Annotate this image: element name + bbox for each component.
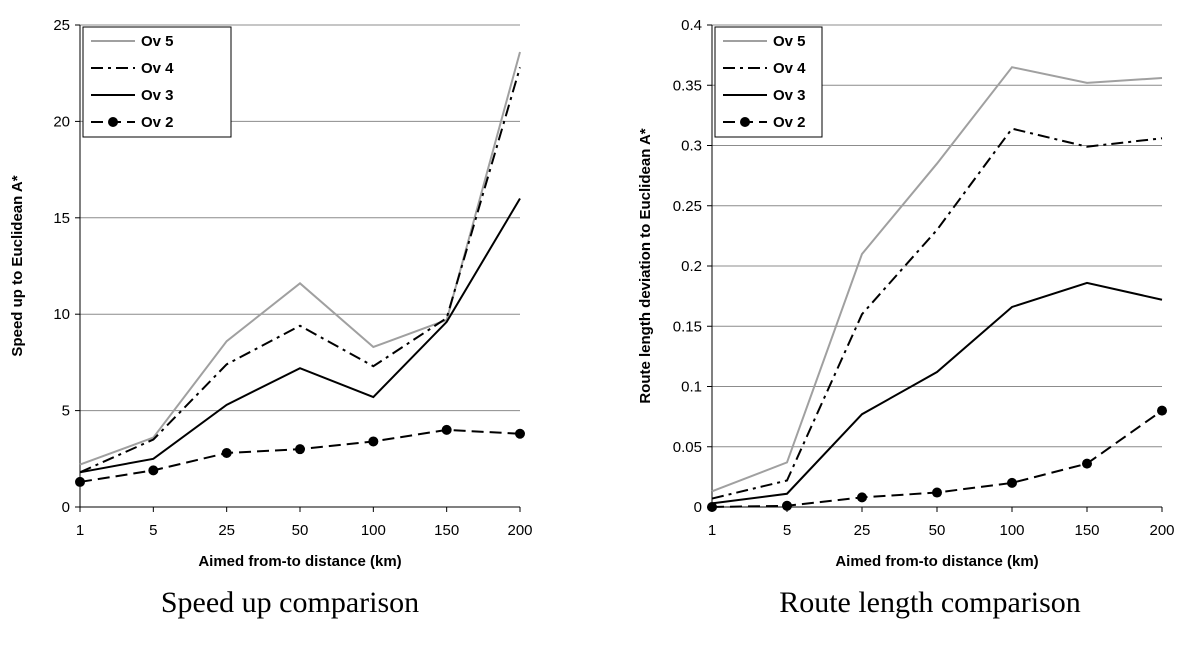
y-tick-label: 10 xyxy=(53,306,70,323)
y-axis-label: Speed up to Euclidean A* xyxy=(9,175,26,356)
x-tick-label: 200 xyxy=(1149,522,1174,539)
x-tick-label: 25 xyxy=(854,522,871,539)
series-line-ov-4 xyxy=(79,67,521,474)
series-line-ov-4 xyxy=(711,127,1163,500)
legend-label: Ov 5 xyxy=(773,33,806,50)
x-tick-label: 50 xyxy=(292,522,309,539)
legend-label: Ov 3 xyxy=(773,87,806,104)
data-point xyxy=(782,500,792,511)
data-point xyxy=(368,436,379,447)
data-point xyxy=(515,428,525,439)
legend-label: Ov 4 xyxy=(141,60,174,77)
data-point xyxy=(148,465,159,476)
y-tick-label: 25 xyxy=(53,17,70,34)
x-tick-label: 150 xyxy=(1074,522,1099,539)
legend: Ov 5 Ov 4 Ov 3 Ov 2 xyxy=(82,26,232,138)
legend-label: Ov 3 xyxy=(141,87,174,104)
data-point xyxy=(707,502,717,512)
x-tick-label: 150 xyxy=(434,522,459,539)
y-tick-label: 20 xyxy=(53,113,70,130)
x-tick-label: 1 xyxy=(76,522,84,539)
x-axis-label: Aimed from-to distance (km) xyxy=(198,553,401,570)
x-axis-label: Aimed from-to distance (km) xyxy=(835,553,1038,570)
series-line-ov-3 xyxy=(79,198,521,474)
series-line-ov-5 xyxy=(711,66,1163,493)
series-line-ov-2 xyxy=(79,428,521,483)
legend-marker xyxy=(740,117,750,127)
y-tick-label: 0.1 xyxy=(681,379,702,396)
x-tick-label: 5 xyxy=(783,522,791,539)
x-tick-label: 200 xyxy=(507,522,532,539)
legend-label: Ov 4 xyxy=(773,60,806,77)
y-axis-label: Route length deviation to Euclidean A* xyxy=(637,128,654,403)
y-tick-label: 15 xyxy=(53,210,70,227)
data-point xyxy=(1082,458,1092,469)
x-tick-label: 5 xyxy=(149,522,157,539)
data-point xyxy=(932,487,942,498)
y-tick-label: 0.25 xyxy=(673,198,702,215)
data-point xyxy=(221,448,232,459)
legend-box xyxy=(82,26,232,138)
x-tick-label: 100 xyxy=(361,522,386,539)
legend-label: Ov 5 xyxy=(141,33,174,50)
y-tick-label: 0.3 xyxy=(681,138,702,155)
series-line-ov-3 xyxy=(711,281,1163,505)
x-tick-label: 50 xyxy=(929,522,946,539)
x-tick-label: 100 xyxy=(999,522,1024,539)
x-tick-label: 25 xyxy=(218,522,235,539)
y-tick-label: 0.05 xyxy=(673,439,702,456)
legend-box xyxy=(714,26,823,138)
data-point xyxy=(857,492,867,503)
y-tick-label: 0.4 xyxy=(681,17,702,34)
chart-caption: Speed up comparison xyxy=(161,586,419,619)
data-point xyxy=(441,424,452,435)
y-tick-label: 5 xyxy=(62,403,70,420)
data-point xyxy=(1007,477,1017,488)
x-tick-label: 1 xyxy=(708,522,716,539)
data-point xyxy=(295,444,305,455)
legend: Ov 5 Ov 4 Ov 3 Ov 2 xyxy=(714,26,823,138)
y-tick-label: 0.35 xyxy=(673,77,702,94)
y-tick-label: 0 xyxy=(694,499,702,516)
legend-label: Ov 2 xyxy=(773,114,806,131)
y-tick-label: 0 xyxy=(62,499,70,516)
chart-2: 0 0.05 0.1 0.15 0.2 0.25 0.3 0.35 0.4 1 5 25 50 100 15… xyxy=(637,17,1175,619)
y-tick-label: 0.15 xyxy=(673,318,702,335)
data-point xyxy=(75,476,85,487)
legend-marker xyxy=(108,117,118,127)
legend-label: Ov 2 xyxy=(141,114,174,131)
chart-caption: Route length comparison xyxy=(779,586,1081,619)
y-tick-label: 0.2 xyxy=(681,258,702,275)
data-point xyxy=(1157,405,1167,416)
